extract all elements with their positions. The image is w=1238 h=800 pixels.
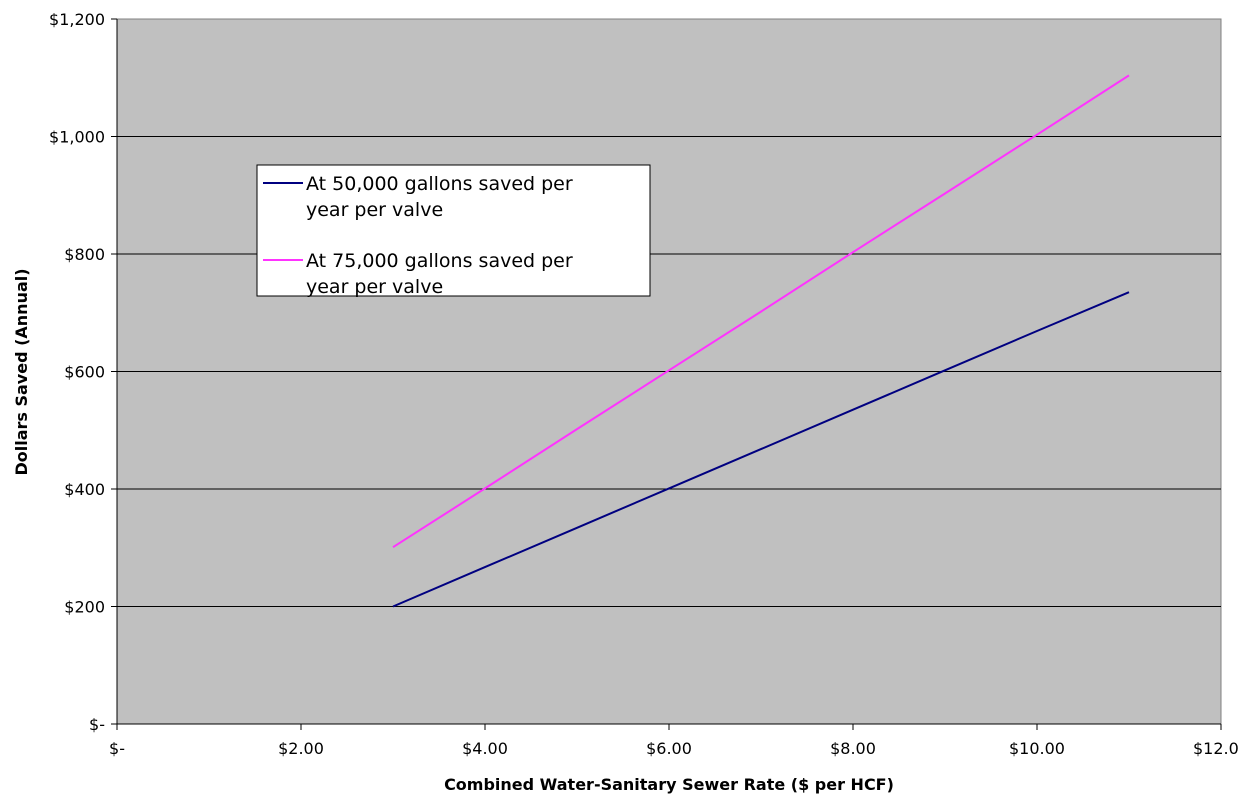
x-tick-label: $2.00 [278, 739, 324, 758]
legend-label-2: At 75,000 gallons saved per [306, 250, 573, 272]
x-tick-label: $4.00 [462, 739, 508, 758]
x-axis-title: Combined Water-Sanitary Sewer Rate ($ pe… [444, 775, 894, 794]
legend-label-1: year per valve [306, 199, 443, 221]
legend-label-2: year per valve [306, 276, 443, 298]
x-tick-label: $8.00 [830, 739, 876, 758]
y-tick-label: $400 [64, 480, 105, 499]
x-tick-label: $6.00 [646, 739, 692, 758]
series-lines [392, 74, 1130, 608]
legend: At 50,000 gallons saved per year per valv… [256, 164, 651, 298]
series-line-1 [392, 291, 1130, 608]
legend-box [256, 164, 651, 297]
axes: $- $200 $400 $600 $800 $1,000 $1,200 $- $2.00 $4.… [49, 10, 1238, 758]
x-tick-label: $12.00 [1193, 739, 1238, 758]
y-tick-label: $1,000 [49, 128, 105, 147]
legend-label-1: At 50,000 gallons saved per [306, 173, 573, 195]
x-tick-label: $- [109, 739, 125, 758]
y-tick-label: $1,200 [49, 10, 105, 29]
x-tick-label: $10.00 [1009, 739, 1065, 758]
y-tick-label: $800 [64, 245, 105, 264]
y-tick-label: $- [89, 715, 105, 734]
series-line-2 [392, 74, 1130, 549]
y-axis-title: Dollars Saved (Annual) [12, 268, 31, 475]
y-tick-label: $600 [64, 363, 105, 382]
y-tick-label: $200 [64, 598, 105, 617]
